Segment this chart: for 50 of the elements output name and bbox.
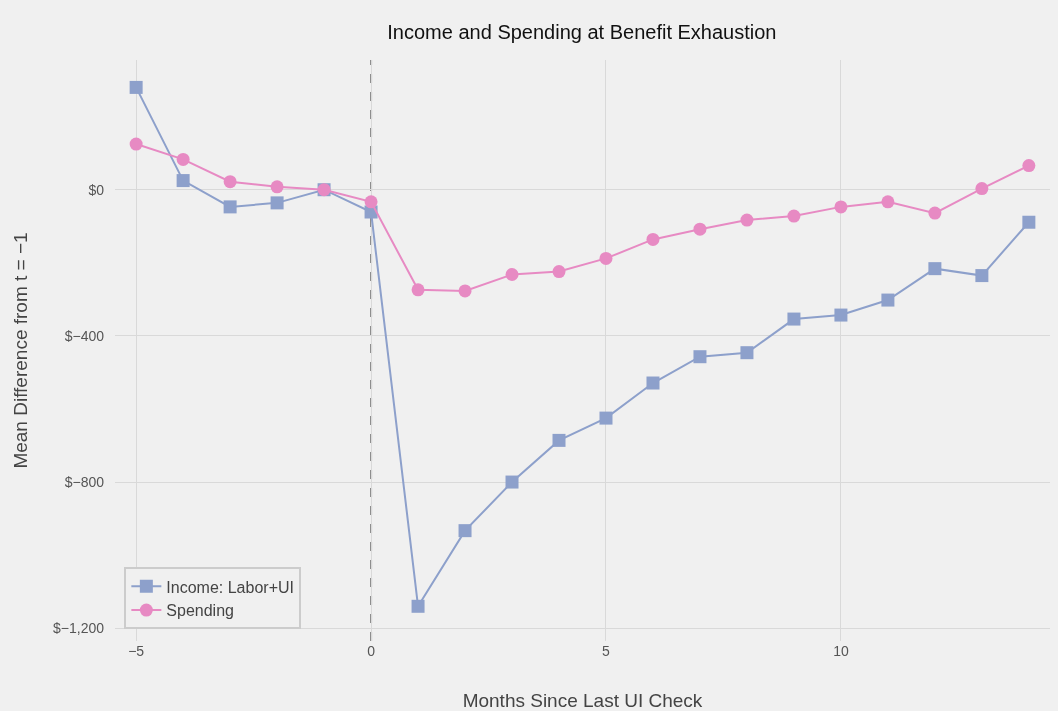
point bbox=[599, 411, 613, 425]
point bbox=[176, 152, 190, 166]
x-tick-label: 10 bbox=[833, 643, 849, 659]
y-tick-label: $0 bbox=[88, 181, 105, 198]
point bbox=[646, 232, 660, 246]
point bbox=[975, 269, 989, 283]
point bbox=[975, 182, 989, 196]
point bbox=[928, 262, 942, 276]
y-tick-label: $−400 bbox=[64, 327, 105, 344]
point bbox=[270, 196, 284, 210]
x-tick-label: 0 bbox=[367, 643, 376, 659]
point bbox=[458, 284, 472, 298]
point bbox=[411, 283, 425, 297]
y-tick-label: $−1,200 bbox=[53, 620, 105, 637]
point bbox=[505, 267, 519, 281]
x-tick-label: 5 bbox=[602, 643, 611, 659]
y-tick-label: $−800 bbox=[64, 473, 105, 490]
point bbox=[646, 376, 660, 390]
point bbox=[223, 200, 237, 214]
point bbox=[881, 293, 895, 307]
point bbox=[599, 251, 613, 265]
point bbox=[129, 137, 143, 151]
point bbox=[834, 200, 848, 214]
point bbox=[364, 195, 378, 209]
point bbox=[740, 213, 754, 227]
point bbox=[693, 222, 707, 236]
point bbox=[552, 265, 566, 279]
point bbox=[834, 308, 848, 322]
point bbox=[881, 195, 895, 209]
point bbox=[129, 80, 143, 94]
point bbox=[1022, 159, 1036, 173]
legend-label: Income: Labor+UI bbox=[166, 578, 294, 596]
point bbox=[411, 599, 425, 613]
point bbox=[458, 524, 472, 538]
point bbox=[505, 475, 519, 489]
point bbox=[1022, 215, 1036, 229]
point bbox=[176, 174, 190, 188]
point bbox=[270, 180, 284, 194]
x-tick-label: −5 bbox=[128, 643, 145, 659]
point bbox=[787, 209, 801, 223]
point bbox=[787, 312, 801, 326]
x-axis-title: Months Since Last UI Check bbox=[462, 690, 703, 711]
point bbox=[693, 350, 707, 364]
y-axis-title: Mean Difference from t = −1 bbox=[9, 232, 31, 469]
legend-label: Spending bbox=[166, 602, 234, 620]
point bbox=[740, 346, 754, 360]
point bbox=[223, 175, 237, 189]
point bbox=[552, 433, 566, 447]
chart-title: Income and Spending at Benefit Exhaustion bbox=[387, 20, 777, 43]
point bbox=[928, 206, 942, 220]
